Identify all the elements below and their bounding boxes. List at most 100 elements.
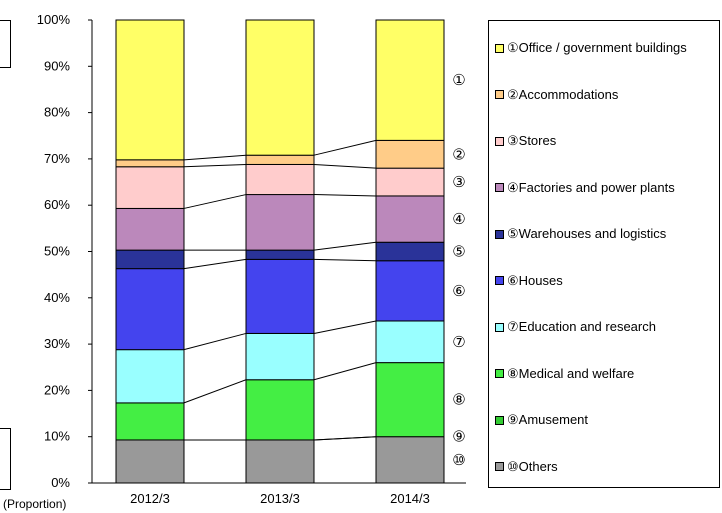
y-tick-label: 0% bbox=[51, 475, 70, 490]
segment-number-label: ⑨ bbox=[452, 428, 465, 446]
legend: ①Office / government buildings ②Accommoda… bbox=[488, 20, 720, 488]
bar-segment bbox=[245, 19, 315, 156]
y-tick-label: 90% bbox=[44, 58, 70, 73]
connector-line bbox=[313, 320, 377, 334]
bar-segment bbox=[245, 258, 315, 334]
legend-label: ⑦Education and research bbox=[507, 319, 656, 334]
y-tick-label: 80% bbox=[44, 105, 70, 120]
bar-segment bbox=[245, 154, 315, 165]
connector-line bbox=[183, 379, 247, 404]
y-tick-label: 70% bbox=[44, 151, 70, 166]
segment-number-label: ⑩ bbox=[452, 451, 465, 469]
legend-item: ①Office / government buildings bbox=[495, 40, 687, 56]
bar-segment bbox=[375, 167, 445, 197]
y-tick-label: 40% bbox=[44, 290, 70, 305]
legend-item: ⑩Others bbox=[495, 459, 558, 475]
legend-swatch bbox=[495, 183, 504, 192]
bar-segment bbox=[115, 349, 185, 404]
segment-number-label: ① bbox=[452, 71, 465, 89]
bar-segment bbox=[115, 268, 185, 351]
adjacent-table-fragment-bottom bbox=[0, 428, 11, 490]
segment-number-label: ⑤ bbox=[452, 243, 465, 261]
stacked-bar-chart: 0% 10% 20% 30% 40% 50% 60% 70% 80% 90% 100% 2012/3 2… bbox=[37, 12, 466, 506]
bar-segment bbox=[245, 439, 315, 484]
y-tick-label: 50% bbox=[44, 244, 70, 259]
legend-item: ⑥Houses bbox=[495, 273, 563, 289]
y-tick-label: 10% bbox=[44, 429, 70, 444]
bar-segment bbox=[375, 139, 445, 169]
bar-segment bbox=[245, 194, 315, 251]
connector-line bbox=[313, 258, 377, 262]
bar-segment bbox=[245, 163, 315, 196]
connector-line bbox=[313, 436, 377, 441]
x-tick-label: 2013/3 bbox=[260, 491, 300, 506]
connector-line bbox=[183, 154, 247, 161]
bar-segment bbox=[375, 260, 445, 322]
legend-item: ③Stores bbox=[495, 133, 556, 149]
bar-segment bbox=[375, 19, 445, 141]
bar-segment bbox=[115, 166, 185, 209]
legend-swatch bbox=[495, 415, 504, 425]
connector-line bbox=[183, 332, 247, 351]
bar-segment bbox=[115, 249, 185, 270]
legend-item: ⑨Amusement bbox=[495, 412, 588, 428]
legend-item: ⑤Warehouses and logistics bbox=[495, 226, 666, 242]
legend-item: ②Accommodations bbox=[495, 87, 618, 103]
bar-segment bbox=[375, 195, 445, 243]
connector-line bbox=[313, 241, 377, 251]
connector-line bbox=[183, 258, 247, 270]
legend-swatch bbox=[495, 322, 504, 332]
legend-swatch bbox=[495, 462, 504, 471]
legend-swatch bbox=[495, 229, 504, 239]
legend-swatch bbox=[495, 369, 504, 378]
legend-item: ⑧Medical and welfare bbox=[495, 366, 634, 382]
segment-number-label: ④ bbox=[452, 210, 465, 228]
y-tick-label: 60% bbox=[44, 197, 70, 212]
y-tick-label: 100% bbox=[37, 12, 71, 27]
y-tick-label: 20% bbox=[44, 382, 70, 397]
connector-line bbox=[313, 139, 377, 156]
legend-label: ⑥Houses bbox=[507, 272, 563, 288]
segment-number-label: ③ bbox=[452, 173, 465, 191]
bar-segment bbox=[375, 320, 445, 364]
legend-label: ⑧Medical and welfare bbox=[507, 365, 635, 381]
segment-number-label: ⑦ bbox=[452, 333, 465, 351]
bar-segment bbox=[115, 19, 185, 161]
bar-segment bbox=[245, 379, 315, 441]
y-axis-label: (Proportion) bbox=[3, 497, 67, 511]
legend-label: ⑩Others bbox=[507, 458, 558, 474]
connector-line bbox=[183, 163, 247, 168]
legend-label: ⑤Warehouses and logistics bbox=[507, 226, 667, 241]
bar-segment bbox=[115, 207, 185, 251]
x-tick-label: 2014/3 bbox=[390, 491, 430, 506]
legend-item: ④Factories and power plants bbox=[495, 180, 675, 196]
legend-label: ④Factories and power plants bbox=[507, 179, 675, 195]
connector-line bbox=[183, 194, 247, 209]
bar-segment bbox=[115, 402, 185, 441]
bar-segment bbox=[115, 439, 185, 484]
legend-swatch bbox=[495, 43, 504, 53]
legend-item: ⑦Education and research bbox=[495, 319, 656, 335]
connector-line bbox=[313, 362, 377, 381]
segment-number-label: ② bbox=[452, 145, 465, 163]
bar-segment bbox=[375, 362, 445, 438]
bar-segment bbox=[375, 436, 445, 484]
legend-swatch bbox=[495, 276, 504, 285]
legend-swatch bbox=[495, 136, 504, 146]
bar-segment bbox=[375, 241, 445, 262]
connector-line bbox=[313, 163, 377, 169]
legend-label: ③Stores bbox=[507, 133, 557, 148]
bar-segment bbox=[245, 332, 315, 381]
x-tick-label: 2012/3 bbox=[130, 491, 170, 506]
legend-label: ②Accommodations bbox=[507, 86, 619, 102]
y-tick-label: 30% bbox=[44, 336, 70, 351]
connector-line bbox=[313, 194, 377, 197]
bar-segment bbox=[245, 249, 315, 260]
legend-label: ①Office / government buildings bbox=[507, 40, 687, 55]
legend-label: ⑨Amusement bbox=[507, 412, 589, 427]
bar-segment bbox=[115, 159, 185, 168]
legend-swatch bbox=[495, 90, 504, 99]
segment-number-label: ⑥ bbox=[452, 282, 465, 300]
adjacent-table-fragment-top bbox=[0, 20, 11, 68]
segment-number-label: ⑧ bbox=[452, 391, 465, 409]
